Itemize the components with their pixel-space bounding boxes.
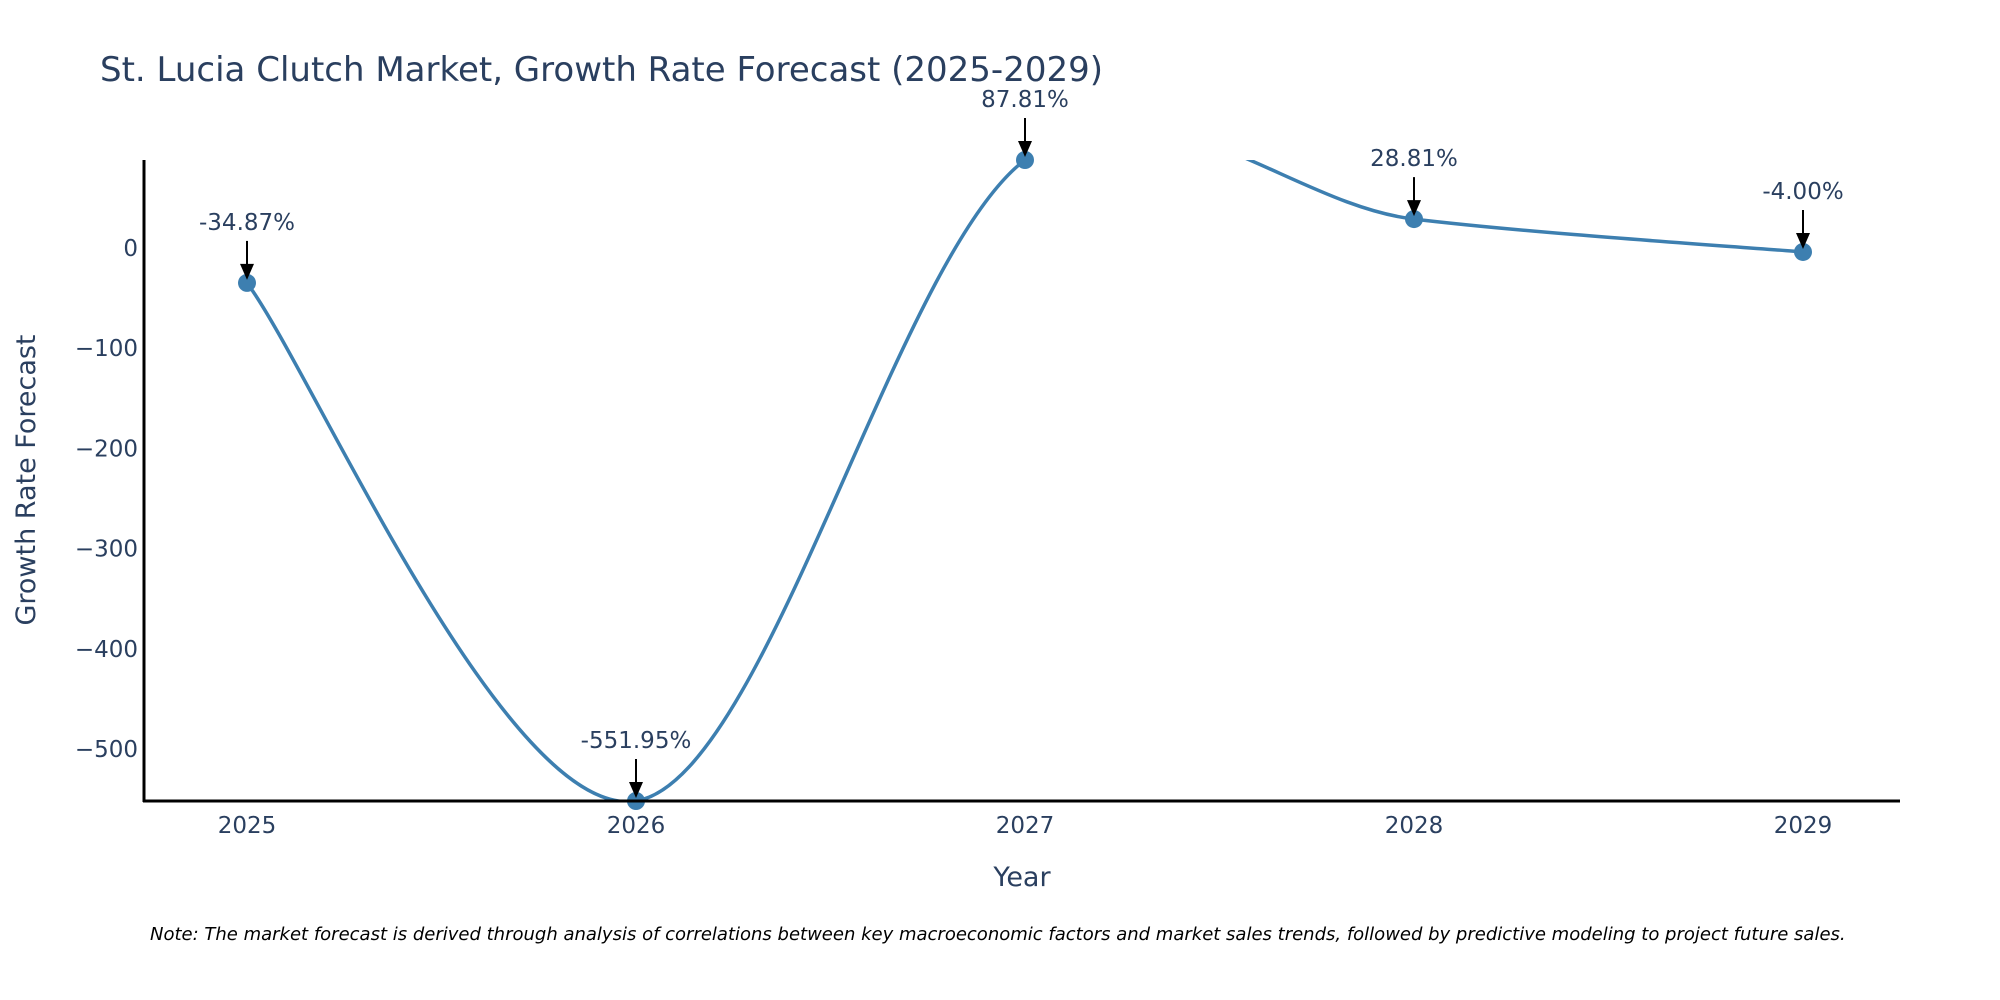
data-label-2027: 87.81% xyxy=(981,87,1069,113)
data-point-2028 xyxy=(1405,210,1423,229)
y-tick-label: −400 xyxy=(75,637,138,663)
y-tick-label: −100 xyxy=(75,336,138,362)
y-axis-title: Growth Rate Forecast xyxy=(11,334,42,625)
annotation-arrowhead xyxy=(1018,141,1032,157)
data-point-2025 xyxy=(238,273,256,292)
x-tick-label: 2029 xyxy=(1774,813,1833,839)
plot-area xyxy=(238,151,1812,810)
data-label-2028: 28.81% xyxy=(1370,146,1458,172)
data-point-2027 xyxy=(1016,151,1034,169)
x-tick-label: 2026 xyxy=(607,813,666,839)
y-tick-label: −500 xyxy=(75,737,138,763)
x-axis-title: Year xyxy=(992,862,1051,893)
annotation-arrowhead xyxy=(1407,200,1421,217)
annotation-arrowhead xyxy=(629,782,643,798)
x-tick-label: 2027 xyxy=(996,813,1055,839)
data-label-2025: -34.87% xyxy=(199,210,295,236)
annotation-arrowhead xyxy=(240,263,254,280)
data-point-2029 xyxy=(1794,242,1812,261)
y-axis-ticks: 0 −100 −200 −300 −400 −500 xyxy=(75,236,138,763)
annotation-arrowhead xyxy=(1796,232,1810,249)
x-axis-ticks: 2025 2026 2027 2028 2029 xyxy=(218,813,1833,839)
x-tick-label: 2025 xyxy=(218,813,277,839)
y-tick-label: −300 xyxy=(75,537,138,563)
footnote: Note: The market forecast is derived thr… xyxy=(150,924,1846,945)
data-annotations: -34.87% -551.95% 87.81% 28.81% -4.00% xyxy=(199,87,1844,798)
x-tick-label: 2028 xyxy=(1385,813,1444,839)
chart-title: St. Lucia Clutch Market, Growth Rate For… xyxy=(100,50,1103,90)
y-tick-label: 0 xyxy=(123,236,138,262)
data-label-2026: -551.95% xyxy=(581,728,692,754)
series-line xyxy=(245,160,1804,802)
data-label-2029: -4.00% xyxy=(1762,179,1843,205)
y-tick-label: −200 xyxy=(75,436,138,462)
